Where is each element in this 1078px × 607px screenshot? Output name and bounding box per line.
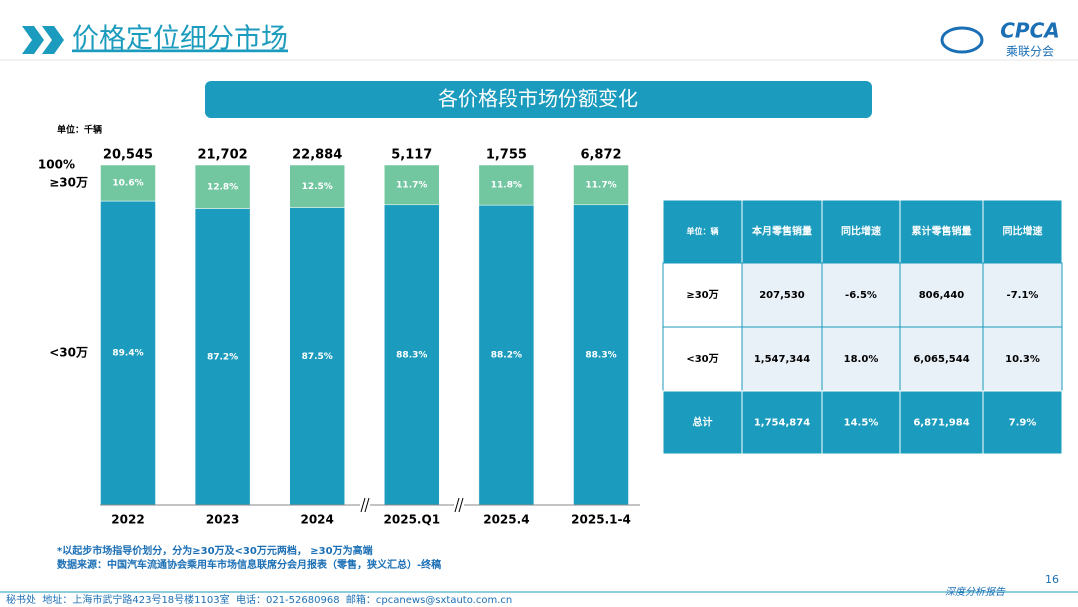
table-cell-text: -6.5% [845, 290, 877, 301]
table-cell [741, 262, 823, 328]
data-label: 12.5% [302, 182, 333, 192]
total-label: 5,117 [391, 148, 432, 163]
x-tick-label: 2025.Q1 [384, 513, 441, 527]
logo-sub: 乘联分会 [1006, 45, 1054, 59]
table-cell [899, 390, 984, 455]
table-cell [741, 390, 823, 455]
page-number: 16 [1045, 573, 1059, 586]
data-label: 87.5% [302, 352, 333, 362]
chart-title-banner [205, 81, 872, 118]
bar-segment [478, 204, 535, 506]
chevron [22, 26, 64, 54]
note: *以起步市场指导价划分，分为≥30万及<30万元两档， ≥30万为高端 [57, 544, 373, 557]
x-tick-label: 2024 [300, 513, 333, 527]
table-header: 同比增速 [841, 225, 881, 238]
total-label: 21,702 [198, 148, 248, 163]
bar-segment [289, 207, 345, 506]
table-header: 单位：辆 [687, 226, 719, 236]
table-cell-text: 10.3% [1005, 354, 1040, 365]
table-cell-text: 6,065,544 [913, 354, 969, 365]
table-cell-text: 总计 [693, 416, 713, 429]
data-label: 10.6% [112, 179, 143, 189]
table-cell-text: 7.9% [1009, 418, 1037, 429]
table-cell [982, 326, 1063, 392]
table-cell [662, 199, 743, 264]
bar-segment [100, 200, 156, 506]
table-header: 同比增速 [1003, 225, 1043, 238]
bar-segment [384, 204, 440, 506]
unit-label: 单位：千辆 [57, 124, 102, 136]
data-label: 11.7% [396, 180, 427, 190]
total-label: 22,884 [292, 148, 342, 163]
table: 单位：辆 本月零售销量 同比增速 累计零售销量 同比增速 ≥30万 207,530 -6.5%… [662, 199, 1063, 455]
data-label: 11.7% [585, 180, 616, 190]
table-cell [899, 326, 984, 392]
table-cell-text: 207,530 [759, 290, 805, 301]
x-tick-label: 2023 [206, 513, 239, 527]
data-label: 89.4% [112, 349, 143, 359]
footer-contact: 秘书处 地址：上海市武宁路423号18号楼1103室 电话：021-526809… [6, 593, 512, 606]
axis-breaks [360, 497, 464, 513]
data-label: 11.8% [491, 181, 522, 191]
x-tick-label: 2022 [111, 513, 144, 527]
table-cell-text: <30万 [686, 353, 718, 365]
table-cell [821, 390, 901, 455]
table-cell [982, 199, 1063, 264]
slide-title: 价格定位细分市场 [72, 24, 288, 55]
bar-segment [194, 208, 251, 506]
table-cell [899, 262, 984, 328]
data-label: 87.2% [207, 352, 238, 362]
table-header: 本月零售销量 [752, 225, 812, 238]
bar-segment [194, 164, 251, 209]
data-label: 88.3% [396, 350, 427, 360]
logo-mark [940, 26, 984, 54]
series-label: <30万 [49, 346, 88, 360]
table-header: 累计零售销量 [912, 225, 972, 238]
data-label: 88.3% [585, 350, 616, 360]
data-label: 88.2% [491, 351, 522, 361]
x-tick-label: 2025.4 [483, 513, 529, 527]
total-label: 20,545 [103, 148, 153, 163]
bar-segment [573, 204, 629, 506]
table-cell-text: 6,871,984 [913, 418, 969, 429]
logo: CPCA [1000, 19, 1060, 43]
table-cell-text: ≥30万 [686, 289, 718, 301]
table-cell-text: 1,754,874 [754, 418, 810, 429]
table-cell [821, 199, 901, 264]
x-tick-label: 2025.1-4 [571, 513, 631, 527]
table-cell-text: 806,440 [919, 290, 965, 301]
data-label: 12.8% [207, 182, 238, 192]
bar-segment [100, 164, 156, 202]
bar-segment [573, 164, 629, 206]
table-cell [982, 390, 1063, 455]
bar-segment [289, 164, 345, 208]
total-label: 1,755 [486, 148, 527, 163]
table-cell [821, 326, 901, 392]
table-cell [662, 390, 743, 455]
table-cell [662, 262, 743, 328]
bar-segment [478, 164, 535, 206]
chart: 100% 89.4% 10.6% 20,545 2022 87.2% 12.8% 21,702… [38, 148, 640, 527]
chart-title: 各价格段市场份额变化 [438, 87, 638, 111]
y-tick-label: 100% [38, 158, 75, 172]
table-cell-text: -7.1% [1007, 290, 1039, 301]
bar-segment [384, 164, 440, 206]
table-cell-text: 14.5% [844, 418, 879, 429]
table-cell-text: 1,547,344 [754, 354, 810, 365]
table-cell-text: 18.0% [844, 354, 879, 365]
series-label: ≥30万 [49, 176, 88, 190]
footer-report: 深度分析报告 [945, 586, 1006, 598]
note: 数据来源：中国汽车流通协会乘用车市场信息联席分会月报表（零售，狭义汇总）-终稿 [57, 558, 441, 571]
total-label: 6,872 [580, 148, 621, 163]
